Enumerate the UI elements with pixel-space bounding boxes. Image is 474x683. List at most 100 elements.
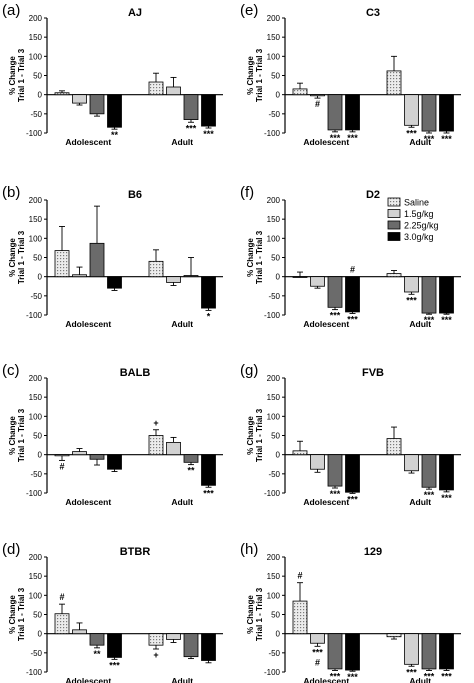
bar-15gkg (310, 94, 325, 97)
y-axis-title: % Change Trial 1 - Trial 3 (246, 48, 264, 102)
legend-swatch (387, 232, 401, 241)
y-tick-label: -50 (268, 292, 280, 301)
panel-title: C3 (366, 7, 380, 19)
bar-225gkg (421, 454, 437, 488)
group-label: Adult (171, 497, 193, 507)
significance-marker: *** (406, 295, 417, 305)
bar-15gkg (72, 274, 87, 278)
panel-letter: (g) (240, 362, 258, 379)
y-tick-label: 0 (276, 451, 281, 460)
group-label: Adult (171, 676, 193, 683)
bar-saline (386, 438, 402, 456)
bar-30gkg (439, 633, 454, 670)
significance-marker: *** (424, 134, 435, 144)
panel-btbr: (d) BTBR 200 150 100 50 0 -50 -100 % Change Trial … (2, 541, 223, 683)
legend-label: 1.5g/kg (404, 209, 434, 219)
bar-225gkg (183, 275, 199, 278)
bar-saline (386, 633, 402, 638)
y-tick-label: 100 (267, 234, 281, 243)
bar-saline (386, 70, 402, 96)
y-tick-label: -100 (26, 489, 43, 498)
bar-saline (148, 260, 164, 278)
y-tick-label: 100 (29, 234, 43, 243)
panel-letter: (f) (240, 184, 254, 201)
bar-saline (386, 273, 402, 278)
y-tick-label: 200 (267, 14, 281, 23)
y-axis-title-line-1: % Change (246, 56, 255, 95)
bar-saline (148, 633, 164, 646)
group-label: Adult (409, 497, 431, 507)
bar-15gkg (310, 454, 325, 470)
bar-15gkg (72, 629, 87, 635)
bar-225gkg (421, 94, 437, 132)
y-tick-label: 100 (267, 412, 281, 421)
bar-15gkg (404, 276, 419, 293)
y-tick-label: 150 (267, 572, 281, 581)
panel-d2: (f) D2 200 150 100 50 0 -50 -100 % Change Trial 1 … (240, 184, 461, 329)
y-tick-label: 0 (276, 273, 281, 282)
y-tick-label: 0 (38, 91, 43, 100)
panel-title: BALB (120, 367, 151, 379)
y-axis-title: % Change Trial 1 - Trial 3 (8, 48, 26, 102)
legend-label: 2.25g/kg (404, 221, 439, 231)
y-tick-label: 0 (276, 91, 281, 100)
bar-15gkg (310, 633, 325, 644)
y-tick-label: 0 (38, 273, 43, 282)
panel-fvb: (g) FVB 200 150 100 50 0 -50 -100 % Change Trial 1… (240, 362, 461, 507)
significance-marker: # (59, 461, 64, 471)
bar-30gkg (201, 94, 216, 127)
y-tick-label: 200 (267, 374, 281, 383)
panel-letter: (a) (2, 2, 20, 19)
y-tick-label: 150 (267, 33, 281, 42)
bar-saline (54, 92, 70, 96)
y-tick-label: -100 (264, 668, 281, 677)
bar-225gkg (327, 454, 343, 487)
bar-30gkg (107, 454, 122, 470)
bar-30gkg (345, 276, 360, 313)
significance-marker: *** (186, 123, 197, 133)
y-axis-title: % Change Trial 1 - Trial 3 (8, 230, 26, 284)
y-tick-label: 200 (29, 553, 43, 562)
significance-marker: *** (203, 488, 214, 498)
bar-saline (54, 250, 70, 278)
bar-225gkg (327, 276, 343, 308)
bar-225gkg (89, 94, 105, 115)
y-tick-label: 50 (271, 72, 280, 81)
bar-15gkg (166, 276, 181, 283)
y-axis-title-line-2: Trial 1 - Trial 3 (255, 48, 264, 102)
significance-marker: *** (441, 671, 452, 681)
panel-title: BTBR (120, 546, 151, 558)
y-tick-label: 200 (29, 14, 43, 23)
group-label: Adolescent (65, 137, 111, 147)
significance-marker: *** (330, 489, 341, 499)
y-tick-label: 100 (29, 591, 43, 600)
panel-letter: (b) (2, 184, 20, 201)
significance-marker: *** (424, 315, 435, 325)
significance-marker: + (153, 650, 158, 660)
bar-225gkg (327, 633, 343, 670)
panel-letter: (c) (2, 362, 20, 379)
panel-c3: (e) C3 200 150 100 50 0 -50 -100 % Change Trial 1 … (240, 2, 461, 147)
bar-saline (54, 454, 70, 457)
significance-marker: # (59, 592, 64, 602)
y-tick-label: 200 (267, 553, 281, 562)
y-tick-label: 0 (276, 630, 281, 639)
y-tick-label: 100 (267, 591, 281, 600)
y-axis-title-line-2: Trial 1 - Trial 3 (255, 408, 264, 462)
y-axis-title-line-2: Trial 1 - Trial 3 (255, 587, 264, 641)
significance-marker: # (315, 657, 320, 667)
y-tick-label: 150 (267, 215, 281, 224)
y-tick-label: -50 (268, 110, 280, 119)
y-tick-label: 200 (29, 196, 43, 205)
bar-225gkg (421, 276, 437, 314)
group-label: Adolescent (65, 497, 111, 507)
y-tick-label: 50 (271, 611, 280, 620)
y-tick-label: -100 (264, 129, 281, 138)
y-tick-label: 50 (271, 254, 280, 263)
panel-letter: (e) (240, 2, 258, 19)
significance-marker: ** (187, 466, 195, 476)
y-axis-title-line-1: % Change (8, 416, 17, 455)
y-axis-title: % Change Trial 1 - Trial 3 (246, 408, 264, 462)
